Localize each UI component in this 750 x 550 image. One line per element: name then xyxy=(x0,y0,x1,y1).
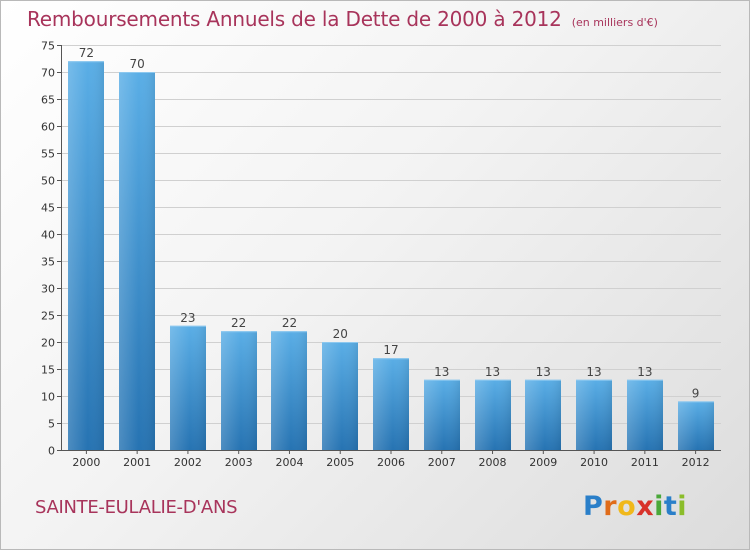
y-tick-label: 15 xyxy=(41,364,55,377)
x-tick-label: 2010 xyxy=(580,456,608,469)
y-tick-label: 50 xyxy=(41,175,55,188)
bar-shine xyxy=(170,325,206,450)
y-tick-label: 35 xyxy=(41,256,55,269)
bar-shine xyxy=(119,72,155,450)
chart-title-main: Remboursements Annuels de la Dette de 20… xyxy=(27,7,562,31)
x-tick-label: 2004 xyxy=(275,456,303,469)
x-tick-label: 2012 xyxy=(682,456,710,469)
bar-value-label: 70 xyxy=(130,57,145,71)
proxiti-logo: Proxiti xyxy=(583,491,687,522)
bar-shine xyxy=(424,379,460,450)
y-tick-label: 30 xyxy=(41,283,55,296)
x-tick-label: 2002 xyxy=(174,456,202,469)
bar-value-label: 17 xyxy=(383,343,398,357)
bar-shine xyxy=(627,379,663,450)
bar-shine xyxy=(475,379,511,450)
bar-value-label: 20 xyxy=(333,327,348,341)
y-tick-label: 60 xyxy=(41,121,55,134)
logo-letter: r xyxy=(603,491,618,522)
commune-name: SAINTE-EULALIE-D'ANS xyxy=(35,497,238,518)
bar-value-label: 13 xyxy=(637,365,652,379)
logo-letter: t xyxy=(663,491,678,522)
y-tick-label: 45 xyxy=(41,202,55,215)
x-tick-label: 2006 xyxy=(377,456,405,469)
bar-shine xyxy=(678,401,714,450)
bar-shine xyxy=(373,358,409,450)
bar-shine xyxy=(271,331,307,450)
bar-value-label: 22 xyxy=(282,316,297,330)
bar-shine xyxy=(576,379,612,450)
x-tick-label: 2008 xyxy=(479,456,507,469)
logo-letter: i xyxy=(677,491,688,522)
chart-title-unit: (en milliers d'€) xyxy=(571,16,658,29)
labels: 0 5 10 15 20 25 30 35 40 45 50 55 60 65 70 75 72 2000 70 20… xyxy=(41,40,710,470)
bars xyxy=(68,61,714,450)
bar-shine xyxy=(322,342,358,450)
chart-title: Remboursements Annuels de la Dette de 20… xyxy=(27,7,658,31)
bar-value-label: 9 xyxy=(692,386,700,400)
y-tick-label: 20 xyxy=(41,337,55,350)
y-tick-label: 0 xyxy=(48,445,55,458)
bar-value-label: 22 xyxy=(231,316,246,330)
bar-value-label: 13 xyxy=(434,365,449,379)
bar-value-label: 72 xyxy=(79,46,94,60)
y-tick-label: 25 xyxy=(41,310,55,323)
y-tick-label: 75 xyxy=(41,40,55,53)
logo-letter: i xyxy=(654,491,664,522)
x-tick-label: 2005 xyxy=(326,456,354,469)
bar-value-label: 13 xyxy=(586,365,601,379)
bar-shine xyxy=(221,331,257,450)
x-tick-label: 2001 xyxy=(123,456,151,469)
y-tick-label: 70 xyxy=(41,67,55,80)
logo-letter: o xyxy=(617,491,637,522)
bar-value-label: 13 xyxy=(485,365,500,379)
bar-shine xyxy=(525,379,561,450)
y-tick-label: 55 xyxy=(41,148,55,161)
x-tick-label: 2003 xyxy=(225,456,253,469)
x-tick-label: 2000 xyxy=(72,456,100,469)
x-tick-label: 2007 xyxy=(428,456,456,469)
logo-letter: P xyxy=(583,491,604,522)
bar-value-label: 13 xyxy=(536,365,551,379)
logo-letter: x xyxy=(636,491,655,522)
y-tick-label: 10 xyxy=(41,391,55,404)
y-tick-label: 5 xyxy=(48,418,55,431)
axes xyxy=(57,45,721,454)
x-tick-label: 2011 xyxy=(631,456,659,469)
bar-value-label: 23 xyxy=(180,311,195,325)
y-tick-label: 65 xyxy=(41,94,55,107)
x-tick-label: 2009 xyxy=(529,456,557,469)
y-tick-label: 40 xyxy=(41,229,55,242)
bar-shine xyxy=(68,61,104,450)
